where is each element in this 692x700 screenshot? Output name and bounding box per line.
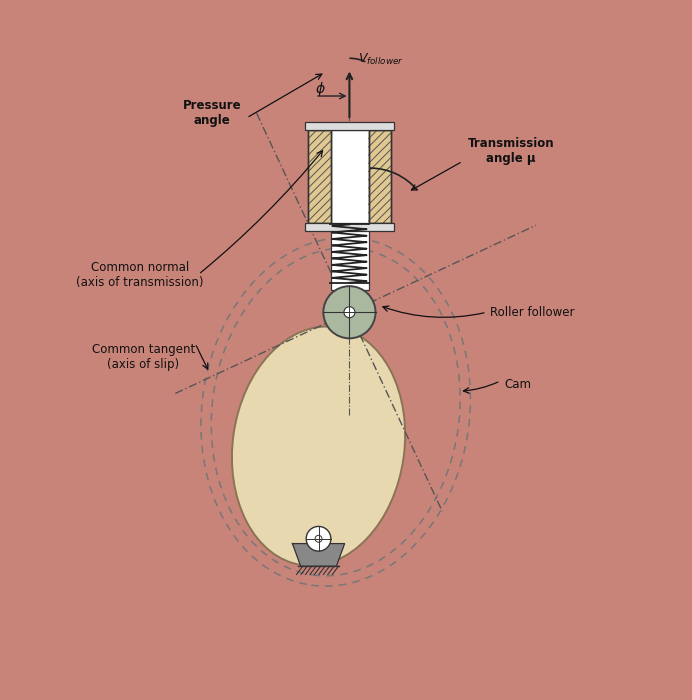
- Circle shape: [323, 286, 376, 338]
- Circle shape: [306, 526, 331, 551]
- Text: Pressure
angle: Pressure angle: [183, 99, 242, 127]
- Text: Common tangent
(axis of slip): Common tangent (axis of slip): [92, 343, 195, 371]
- Text: Common normal
(axis of transmission): Common normal (axis of transmission): [76, 261, 204, 289]
- Text: $V_{follower}$: $V_{follower}$: [358, 52, 403, 67]
- Ellipse shape: [232, 326, 405, 566]
- Bar: [369, 130, 390, 223]
- Text: Roller follower: Roller follower: [490, 306, 574, 318]
- Circle shape: [344, 307, 355, 318]
- Polygon shape: [293, 544, 345, 566]
- Bar: [304, 223, 394, 231]
- Bar: [369, 130, 390, 223]
- Text: $\phi$: $\phi$: [315, 80, 326, 97]
- Text: Cam: Cam: [504, 378, 531, 391]
- Bar: [308, 130, 331, 223]
- Bar: [308, 130, 331, 223]
- Bar: [331, 130, 369, 290]
- Text: Transmission
angle μ: Transmission angle μ: [467, 137, 554, 165]
- Bar: [304, 122, 394, 130]
